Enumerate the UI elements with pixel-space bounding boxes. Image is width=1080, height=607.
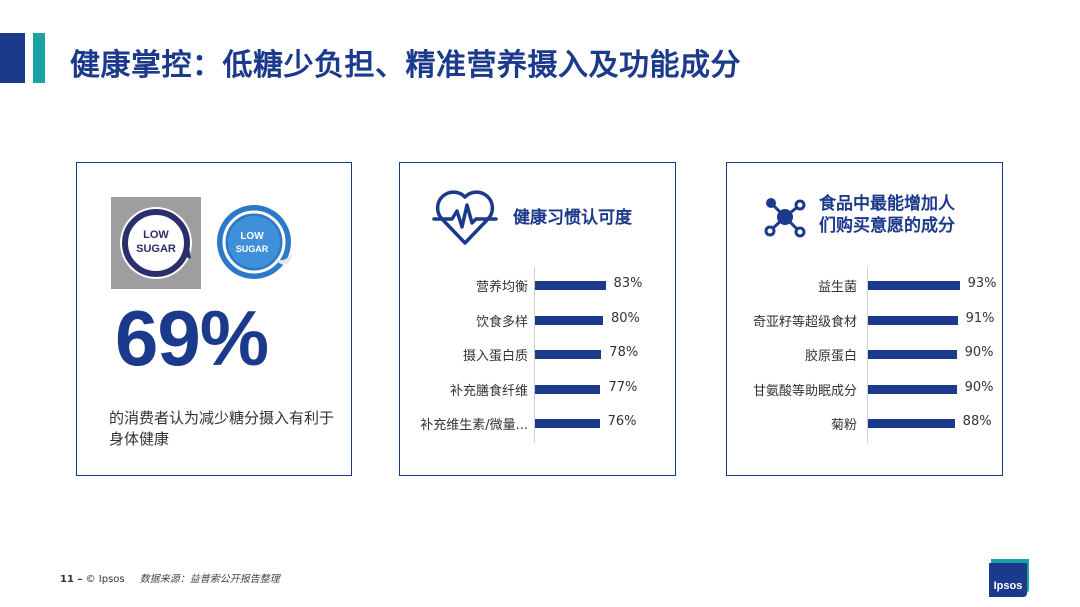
category-label: 胶原蛋白 (804, 349, 857, 364)
chart-row: 饮食多样 80% (400, 310, 675, 330)
accent-bar-teal (33, 33, 45, 83)
ipsos-logo: Ipsos (985, 559, 1033, 597)
chart-axis (867, 267, 868, 443)
data-source: 数据来源：益普索公开报告整理 (139, 574, 280, 585)
low-sugar-badge-square: LOW SUGAR (111, 197, 201, 289)
chart-bar (868, 281, 960, 290)
value-label: 80% (611, 310, 640, 326)
low-sugar-sticker: LOW SUGAR (215, 203, 293, 281)
chart-bar (868, 384, 957, 394)
heart-pulse-icon (432, 185, 498, 253)
value-label: 76% (607, 414, 637, 429)
chart-row: 补充膳食纤维 77% (400, 379, 675, 399)
chart-bar (868, 419, 955, 428)
ingredients-chart: 益生菌 93% 奇亚籽等超级食材 91% 胶原蛋白 90% 甘氨酸等助眠成分 90% 菊粉 88% (727, 267, 1002, 447)
value-label: 93% (967, 276, 997, 291)
category-label: 营养均衡 (475, 280, 528, 295)
headline-percent: 69% (115, 294, 269, 382)
category-label: 菊粉 (830, 418, 857, 433)
chart-row: 补充维生素/微量... 76% (400, 413, 675, 433)
low-sugar-badge-icon: LOW SUGAR (120, 207, 192, 279)
chart-bar (535, 315, 603, 325)
category-label: 甘氨酸等助眠成分 (752, 383, 857, 399)
chart-row: 益生菌 93% (727, 275, 1002, 295)
chart-bar (868, 315, 958, 325)
health-habits-chart: 营养均衡 83% 饮食多样 80% 摄入蛋白质 78% 补充膳食纤维 77% 补充维生素/微量.… (400, 267, 675, 447)
category-label: 益生菌 (817, 280, 857, 295)
page-title: 健康掌控：低糖少负担、精准营养摄入及功能成分 (70, 48, 741, 83)
category-label: 奇亚籽等超级食材 (752, 314, 857, 330)
molecule-icon (763, 195, 807, 243)
value-label: 90% (964, 345, 994, 360)
value-label: 91% (965, 310, 995, 326)
card-header: 健康习惯认可度 (400, 185, 675, 249)
value-label: 77% (608, 379, 638, 395)
chart-bar (535, 384, 601, 394)
chart-bar (535, 281, 606, 290)
chart-row: 摄入蛋白质 78% (400, 344, 675, 364)
value-label: 83% (613, 276, 643, 291)
value-label: 88% (962, 414, 992, 429)
value-label: 78% (609, 345, 639, 360)
chart-bar (868, 350, 957, 359)
accent-bar (0, 33, 25, 83)
page-number: 11 – (60, 574, 83, 585)
chart-bar (535, 419, 600, 428)
logo-text: Ipsos (994, 580, 1023, 592)
sticker-low-text: LOW (240, 231, 264, 242)
health-habits-card: 健康习惯认可度 营养均衡 83% 饮食多样 80% 摄入蛋白质 78% 补充膳食纤维 77% 补… (399, 162, 676, 476)
chart-axis (534, 267, 535, 443)
chart-row: 营养均衡 83% (400, 275, 675, 295)
value-label: 90% (964, 379, 994, 395)
badge-low-text: LOW (143, 229, 169, 241)
copyright: © Ipsos (85, 574, 125, 585)
card-header: 食品中最能增加人 们购买意愿的成分 (727, 185, 1002, 249)
badge-sugar-text: SUGAR (136, 243, 176, 255)
sticker-sugar-text: SUGAR (236, 244, 269, 254)
card-title-line1: 食品中最能增加人 (819, 194, 955, 214)
chart-row: 胶原蛋白 90% (727, 344, 1002, 364)
ingredients-card: 食品中最能增加人 们购买意愿的成分 益生菌 93% 奇亚籽等超级食材 91% 胶原蛋白 9… (726, 162, 1003, 476)
card-title-line2: 们购买意愿的成分 (819, 216, 955, 236)
category-label: 补充维生素/微量... (420, 418, 528, 433)
headline-description: 的消费者认为减少糖分摄入有利于身体健康 (109, 409, 335, 448)
category-label: 摄入蛋白质 (462, 349, 528, 364)
category-label: 补充膳食纤维 (449, 383, 528, 399)
card-title: 健康习惯认可度 (513, 208, 632, 228)
low-sugar-card: LOW SUGAR LOW SUGAR 69% 的消费者认为减少糖分摄入有利于身… (76, 162, 352, 476)
chart-row: 菊粉 88% (727, 413, 1002, 433)
category-label: 饮食多样 (475, 314, 528, 330)
card-title: 食品中最能增加人 们购买意愿的成分 (819, 193, 955, 237)
chart-row: 奇亚籽等超级食材 91% (727, 310, 1002, 330)
footer: 11 – © Ipsos 数据来源：益普索公开报告整理 (60, 570, 280, 585)
chart-row: 甘氨酸等助眠成分 90% (727, 379, 1002, 399)
chart-bar (535, 350, 602, 359)
low-sugar-sticker-icon: LOW SUGAR (217, 205, 293, 279)
